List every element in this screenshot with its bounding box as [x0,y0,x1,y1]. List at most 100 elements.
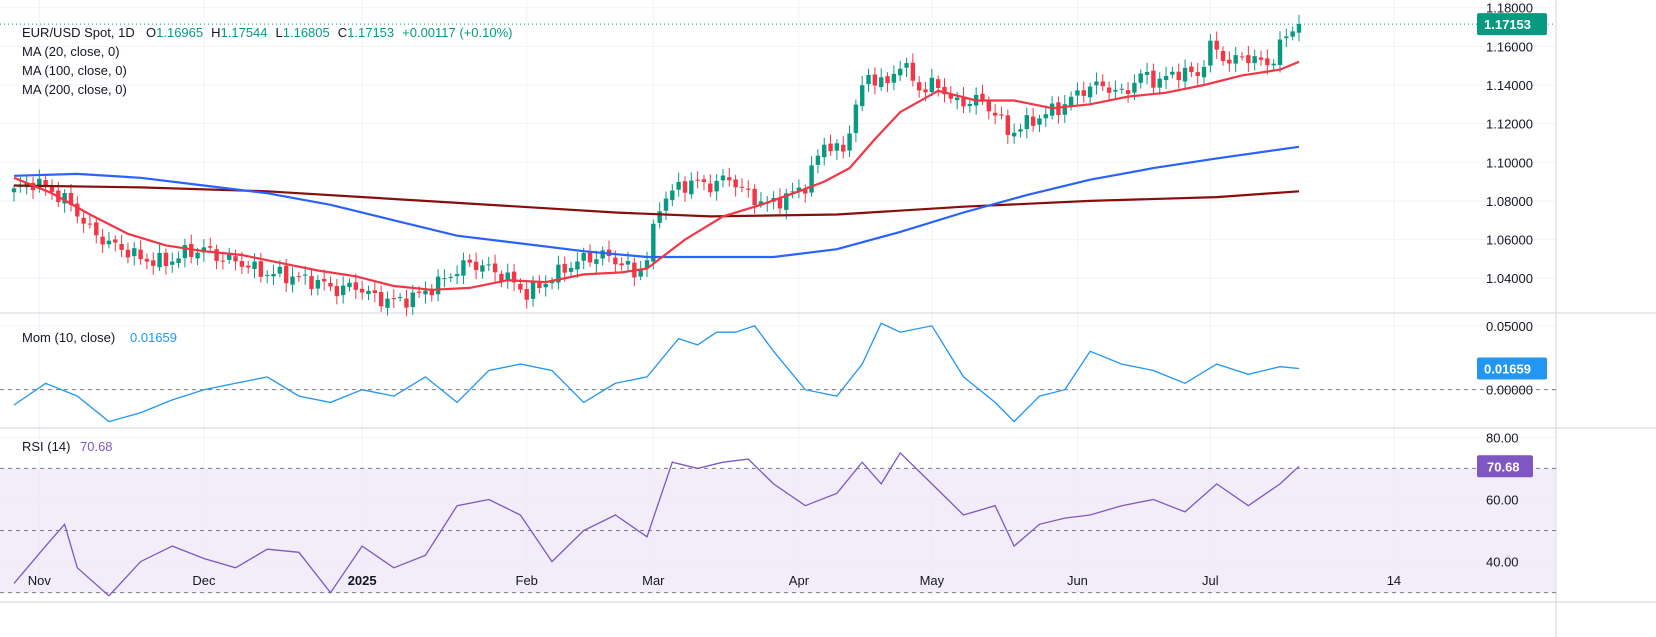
momentum-axis-value-label: 0.01659 [1484,361,1531,376]
candle [1075,82,1080,105]
time-tick-label[interactable]: May [920,573,945,588]
candle [321,269,327,291]
candle [916,76,922,98]
ma20-legend[interactable]: MA (20, close, 0) [22,44,120,59]
candle [220,251,226,270]
candle [898,60,903,81]
candle [885,72,890,92]
candle [492,254,498,282]
candle [11,184,17,202]
candle [454,265,460,285]
candlestick-series [11,14,1302,317]
candle [1030,107,1036,132]
time-axis-ticks[interactable]: Nov Dec 2025 Feb Mar Apr May Jun Jul 14 [28,573,1401,588]
candle [176,251,181,269]
candle [410,284,415,315]
candle [942,78,947,103]
time-tick-label[interactable]: Feb [516,573,538,588]
candle [1252,49,1257,71]
ohlc-key: C [338,25,347,40]
candle [1113,80,1118,101]
candle [1170,66,1175,79]
candle [1182,59,1188,90]
candle [1094,72,1099,95]
candle [1062,94,1067,123]
candle [473,252,479,280]
candle [1201,60,1207,84]
ohlc-value: 1.16805 [283,25,330,40]
time-tick-label[interactable]: Dec [192,573,216,588]
candle [1005,109,1011,144]
candle [1277,31,1283,73]
time-tick-label[interactable]: 2025 [348,573,377,588]
candle [834,139,840,160]
candle [727,167,732,187]
candle [233,249,238,271]
candle [815,149,821,174]
ma100-legend[interactable]: MA (100, close, 0) [22,63,127,78]
rsi-legend-value: 70.68 [80,439,113,454]
price-legend[interactable]: EUR/USD Spot, 1D O1.16965 H1.17544 L1.1680… [22,25,512,97]
candle [208,237,213,253]
candle [1043,105,1048,128]
candle [777,188,783,214]
candle [467,254,472,268]
price-tick-label: 1.06000 [1486,233,1533,248]
price-axis-ticks: 1.18000 1.16000 1.14000 1.12000 1.10000 1.080… [1486,1,1533,286]
candle [1258,50,1264,66]
momentum-legend-value: 0.01659 [130,330,177,345]
candle [315,275,321,296]
candle [144,253,150,270]
price-tick-label: 1.12000 [1486,117,1533,132]
momentum-axis-ticks: 0.05000 0.00000 [1486,319,1533,398]
candle [866,68,871,93]
candle [1119,83,1124,94]
candle [271,264,276,286]
ma100-line [13,145,1300,259]
candle [68,183,74,212]
candle [1239,51,1245,61]
candle [1011,123,1017,144]
candle [397,293,403,302]
rsi-legend-name[interactable]: RSI (14) [22,439,70,454]
candle [961,87,966,114]
candle [999,106,1004,120]
candle [157,244,162,272]
candle [891,65,897,91]
candle [1125,82,1131,103]
time-tick-label[interactable]: Apr [789,573,810,588]
ohlc-key: O [146,25,156,40]
ma200-legend[interactable]: MA (200, close, 0) [22,82,127,97]
momentum-legend-name[interactable]: Mom (10, close) [22,330,115,345]
candle [1037,114,1042,133]
time-tick-label[interactable]: Jun [1067,573,1088,588]
momentum-legend[interactable]: Mom (10, close) 0.01659 [22,330,177,345]
candle [372,281,378,303]
candle [151,252,156,275]
candle [1296,14,1302,42]
candle [524,279,529,309]
price-change: +0.00117 (+0.10%) [402,25,512,40]
symbol-title: EUR/USD Spot, 1D [22,25,135,40]
candle [435,269,441,302]
time-tick-label[interactable]: Jul [1202,573,1219,588]
rsi-axis-ticks: 80.00 60.00 40.00 [1486,430,1519,569]
candle [309,267,314,296]
candle [511,264,517,292]
candle [822,137,827,166]
candle [214,244,219,270]
time-tick-label[interactable]: Nov [28,573,52,588]
price-tick-label: 1.08000 [1486,194,1533,209]
time-tick-label[interactable]: Mar [642,573,665,588]
candle [1151,63,1156,94]
candle [904,57,909,77]
candle [676,172,681,197]
candle [499,270,504,288]
price-tick-label: 1.04000 [1486,271,1533,286]
candle [1265,49,1270,75]
candle [790,182,795,199]
rsi-legend[interactable]: RSI (14) 70.68 [22,439,113,454]
ohlc-key: H [211,25,220,40]
time-tick-label[interactable]: 14 [1387,573,1401,588]
candle [689,172,694,199]
